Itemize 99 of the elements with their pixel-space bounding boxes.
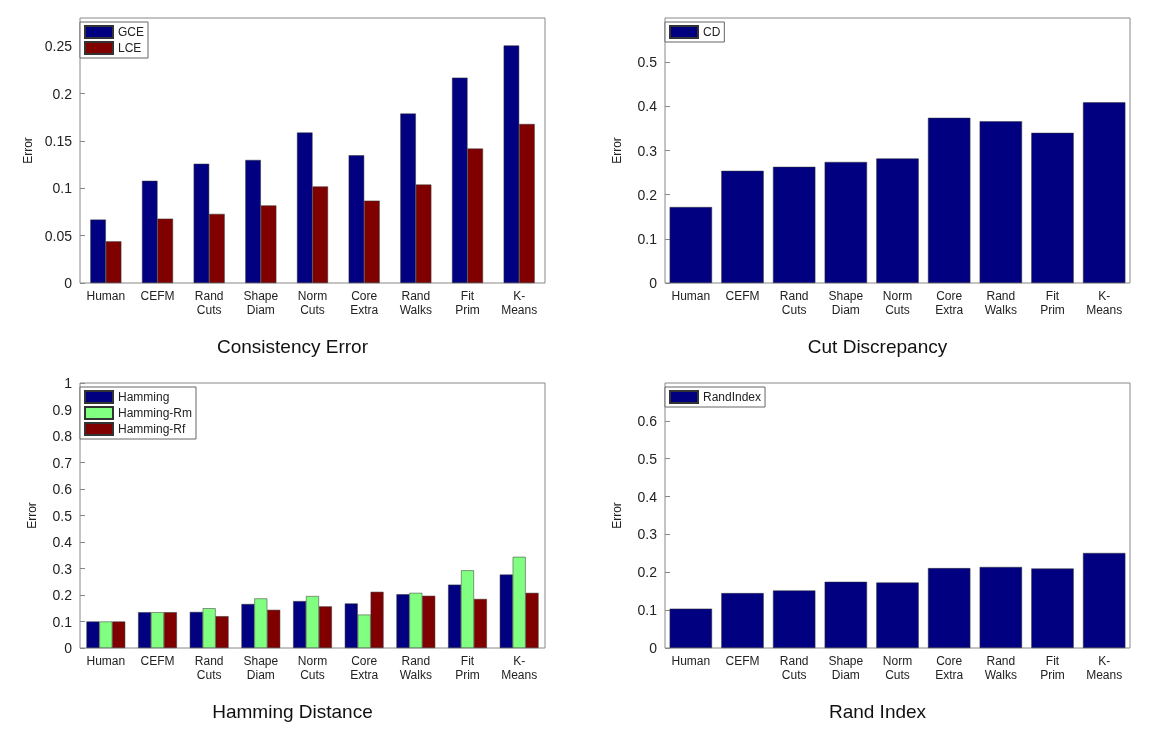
x-tick-label: Shape Diam [243, 654, 279, 682]
y-tick-label: 0.2 [637, 186, 658, 203]
legend-label: Hamming [118, 390, 170, 404]
y-axis-title: Error [20, 137, 35, 164]
y-axis-title: Error [610, 137, 624, 164]
x-tick-label: Fit Prim [455, 289, 480, 317]
y-tick-label: 1 [64, 375, 73, 391]
y-tick-label: 0.5 [637, 450, 658, 467]
x-tick-label: Fit Prim [1040, 654, 1065, 682]
x-tick-label: CEFM [725, 654, 760, 668]
y-tick-label: 0.5 [637, 54, 658, 71]
bar [772, 590, 816, 648]
y-tick-label: 0.15 [44, 133, 73, 150]
y-tick-label: 0.3 [637, 526, 658, 543]
x-tick-label: K-Means [501, 289, 538, 317]
x-tick-label: Rand Walks [984, 654, 1017, 682]
y-tick-label: 0.25 [44, 38, 73, 55]
y-tick-label: 0.4 [637, 98, 658, 115]
y-tick-label: 0.1 [52, 613, 73, 630]
x-tick-label: Rand Walks [399, 289, 432, 317]
legend-label: LCE [118, 41, 142, 55]
y-tick-label: 0.8 [52, 428, 73, 444]
bar [876, 582, 919, 648]
y-tick-label: 0.7 [52, 454, 73, 471]
y-tick-label: 0.1 [52, 180, 73, 197]
bar [721, 170, 764, 283]
x-tick-label: Norm Cuts [297, 289, 328, 317]
bar [669, 207, 713, 283]
bar [927, 568, 971, 648]
x-tick-label: Rand Walks [399, 654, 432, 682]
y-tick-label: 0.5 [52, 507, 73, 524]
x-tick-label: Human [671, 289, 711, 303]
y-tick-label: 0.3 [637, 142, 658, 159]
x-tick-label: Core Extra [935, 654, 964, 682]
y-tick-label: 0.4 [52, 534, 73, 550]
y-tick-label: 0.3 [52, 560, 73, 577]
y-tick-label: 0.4 [637, 488, 658, 505]
x-tick-label: Rand Walks [984, 289, 1017, 317]
bar [721, 593, 764, 648]
bar [824, 581, 868, 648]
x-tick-label: CEFM [140, 654, 175, 668]
x-tick-label: Shape Diam [243, 289, 279, 317]
text: Rand Index [828, 701, 927, 722]
bar [927, 117, 971, 283]
x-tick-label: Shape Diam [828, 654, 864, 682]
x-tick-label: Norm Cuts [882, 654, 913, 682]
y-axis-title: Error [25, 502, 39, 529]
x-tick-label: Core Extra [350, 289, 379, 317]
bar [1082, 552, 1126, 648]
y-tick-label: 0.2 [52, 587, 73, 603]
bar [979, 566, 1023, 648]
text: Consistency Error [217, 336, 369, 357]
y-tick-label: 0.2 [637, 564, 658, 581]
x-tick-label: Core Extra [350, 654, 379, 682]
legend-label: RandIndex [703, 390, 762, 404]
x-tick-label: Human [86, 654, 126, 668]
y-tick-label: 0 [64, 275, 73, 291]
y-tick-label: 0.6 [637, 412, 658, 429]
x-tick-label: CEFM [725, 289, 760, 303]
legend-label: CD [703, 25, 721, 39]
bar [1031, 132, 1074, 283]
x-tick-label: Human [671, 654, 711, 668]
y-tick-label: 0 [649, 640, 658, 656]
legend-label: Hamming-Rf [118, 422, 187, 436]
y-tick-label: 0 [64, 640, 73, 656]
y-tick-label: 0.05 [44, 227, 73, 244]
x-tick-label: K-Means [501, 654, 538, 682]
bar [772, 166, 816, 283]
x-tick-label: Fit Prim [1040, 289, 1065, 317]
x-tick-label: K-Means [1086, 289, 1123, 317]
y-tick-label: 0.2 [52, 85, 73, 102]
bar [1031, 568, 1074, 648]
y-tick-label: 0.9 [52, 401, 73, 418]
y-tick-label: 0.1 [637, 230, 658, 247]
x-tick-label: Core Extra [935, 289, 964, 317]
bar [979, 121, 1023, 283]
x-tick-label: CEFM [140, 289, 175, 303]
x-tick-label: Fit Prim [455, 654, 480, 682]
x-tick-label: Norm Cuts [297, 654, 328, 682]
bar [824, 161, 868, 283]
bar [876, 158, 919, 283]
x-tick-label: Rand Cuts [194, 289, 224, 317]
y-axis-title: Error [610, 502, 624, 529]
bar [1082, 102, 1126, 283]
y-tick-label: 0.6 [52, 481, 73, 497]
x-tick-label: Norm Cuts [882, 289, 913, 317]
y-tick-label: 0 [649, 275, 658, 291]
legend-label: GCE [118, 25, 145, 39]
x-tick-label: Rand Cuts [779, 654, 809, 682]
legend-label: Hamming-Rm [118, 406, 193, 420]
x-tick-label: K-Means [1086, 654, 1123, 682]
text: Hamming Distance [212, 701, 373, 722]
x-tick-label: Shape Diam [828, 289, 864, 317]
x-tick-label: Human [86, 289, 126, 303]
bar [669, 608, 713, 648]
x-tick-label: Rand Cuts [194, 654, 224, 682]
text: Cut Discrepancy [807, 336, 948, 357]
y-tick-label: 0.1 [637, 602, 658, 619]
x-tick-label: Rand Cuts [779, 289, 809, 317]
